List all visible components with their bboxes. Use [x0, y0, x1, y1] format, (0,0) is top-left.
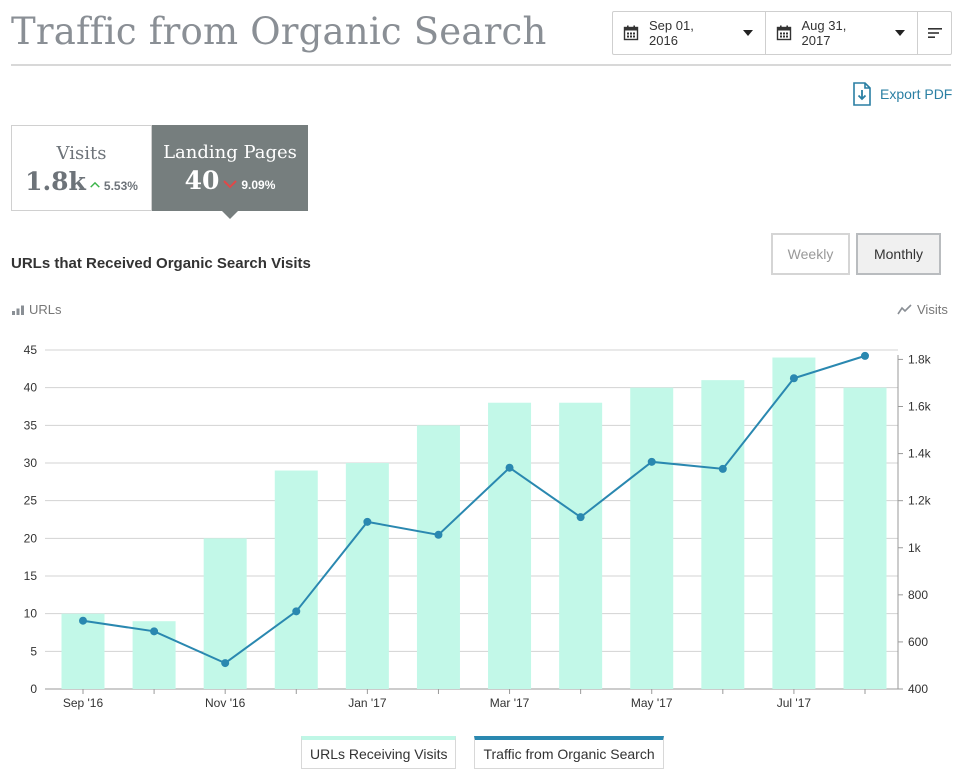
visits-change: 5.53%	[103, 179, 138, 193]
y-right-tick-label: 1k	[908, 541, 922, 555]
bar	[772, 357, 816, 689]
y-left-tick-label: 15	[24, 569, 38, 583]
y-left-tick-label: 35	[24, 418, 38, 432]
y-right-tick-label: 1.2k	[908, 494, 932, 508]
bar	[61, 613, 105, 689]
chevron-down-icon	[895, 30, 905, 36]
y-right-tick-label: 1.6k	[908, 400, 932, 414]
y-left-tick-label: 30	[24, 456, 38, 470]
selected-tile-pointer	[222, 211, 238, 219]
bar	[630, 387, 674, 689]
x-tick-label: Mar '17	[490, 696, 530, 710]
pdf-download-icon	[853, 82, 871, 106]
bar	[488, 402, 532, 689]
traffic-point	[861, 351, 869, 360]
y-right-tick-label: 400	[908, 682, 928, 696]
line-chart-icon	[897, 304, 912, 315]
bar	[274, 470, 318, 689]
y-left-tick-label: 5	[30, 644, 37, 658]
legend-item-urls-receiving-visits[interactable]: URLs Receiving Visits	[301, 736, 457, 769]
legend-item-traffic-from-organic-search[interactable]: Traffic from Organic Search	[474, 736, 664, 769]
landing-pages-tile[interactable]: Landing Pages 40 9.09%	[152, 125, 308, 219]
y-left-tick-label: 0	[30, 682, 37, 696]
traffic-point	[221, 659, 230, 668]
traffic-line	[82, 354, 866, 665]
start-date-value: Sep 01, 2016	[649, 18, 694, 48]
traffic-point	[718, 464, 727, 473]
y-left-tick-label: 10	[24, 607, 38, 621]
landing-pages-value: 40	[184, 166, 220, 195]
y-left-tick-label: 20	[24, 531, 38, 545]
bar	[701, 380, 745, 689]
menu-button[interactable]	[918, 12, 951, 54]
monthly-toggle-button[interactable]: Monthly	[856, 233, 941, 275]
date-range-picker: Sep 01, 2016 Aug 31, 2017	[612, 11, 952, 55]
traffic-point	[363, 517, 372, 526]
menu-icon	[927, 28, 942, 38]
traffic-point	[505, 463, 514, 472]
y-right-tick-label: 1.4k	[908, 447, 932, 461]
y-left-tick-label: 25	[24, 494, 38, 508]
traffic-point	[789, 374, 798, 383]
traffic-point	[79, 616, 87, 625]
x-tick-label: May '17	[631, 696, 673, 710]
bar	[345, 463, 389, 689]
trend-up-icon	[90, 181, 100, 188]
visits-value: 1.8k	[25, 167, 86, 196]
weekly-toggle-button[interactable]: Weekly	[771, 233, 850, 275]
traffic-point	[576, 513, 585, 522]
calendar-icon	[776, 25, 792, 41]
header-divider	[11, 64, 951, 66]
x-tick-label: Jan '17	[348, 696, 387, 710]
trend-down-icon	[223, 180, 238, 189]
landing-pages-label: Landing Pages	[163, 142, 297, 163]
export-pdf-link[interactable]: Export PDF	[852, 82, 952, 106]
left-axis-title-text: URLs	[29, 302, 62, 317]
y-left-tick-label: 45	[24, 343, 38, 357]
landing-pages-change: 9.09%	[241, 178, 276, 192]
traffic-point	[292, 607, 301, 616]
organic-search-chart: 0 5 10 15 20 25 30 35 40 45 400 600 800 1k 1.2k 1.4k 1.6…	[24, 343, 932, 710]
bar-chart-icon	[12, 305, 24, 315]
traffic-point	[647, 457, 656, 466]
bar	[416, 425, 460, 689]
traffic-point	[434, 530, 443, 539]
y-right-tick-label: 600	[908, 635, 928, 649]
end-date-picker[interactable]: Aug 31, 2017	[766, 12, 918, 54]
page-title: Traffic from Organic Search	[11, 10, 547, 53]
x-tick-label: Jul '17	[777, 696, 812, 710]
y-right-tick-label: 800	[908, 588, 928, 602]
visits-tile[interactable]: Visits 1.8k 5.53%	[11, 125, 152, 211]
left-axis-title: URLs	[11, 302, 62, 317]
chart-legend: URLs Receiving Visits Traffic from Organ…	[301, 736, 664, 769]
bar	[559, 402, 603, 689]
end-date-value: Aug 31, 2017	[801, 18, 847, 48]
calendar-icon	[623, 25, 639, 41]
metric-tiles: Visits 1.8k 5.53% Landing Pages 40 9.09%	[11, 125, 308, 219]
x-tick-label: Sep '16	[63, 696, 104, 710]
visits-label: Visits	[56, 143, 107, 164]
y-right-tick-label: 1.8k	[908, 352, 932, 366]
chevron-down-icon	[742, 30, 753, 36]
bar	[843, 387, 887, 689]
right-axis-title: Visits	[897, 302, 948, 317]
chart-section-title: URLs that Received Organic Search Visits	[11, 255, 311, 272]
right-axis-title-text: Visits	[917, 302, 948, 317]
export-pdf-label: Export PDF	[880, 86, 953, 102]
start-date-picker[interactable]: Sep 01, 2016	[613, 12, 766, 54]
y-left-tick-label: 40	[24, 381, 38, 395]
x-tick-label: Nov '16	[205, 696, 246, 710]
traffic-point	[150, 627, 159, 636]
